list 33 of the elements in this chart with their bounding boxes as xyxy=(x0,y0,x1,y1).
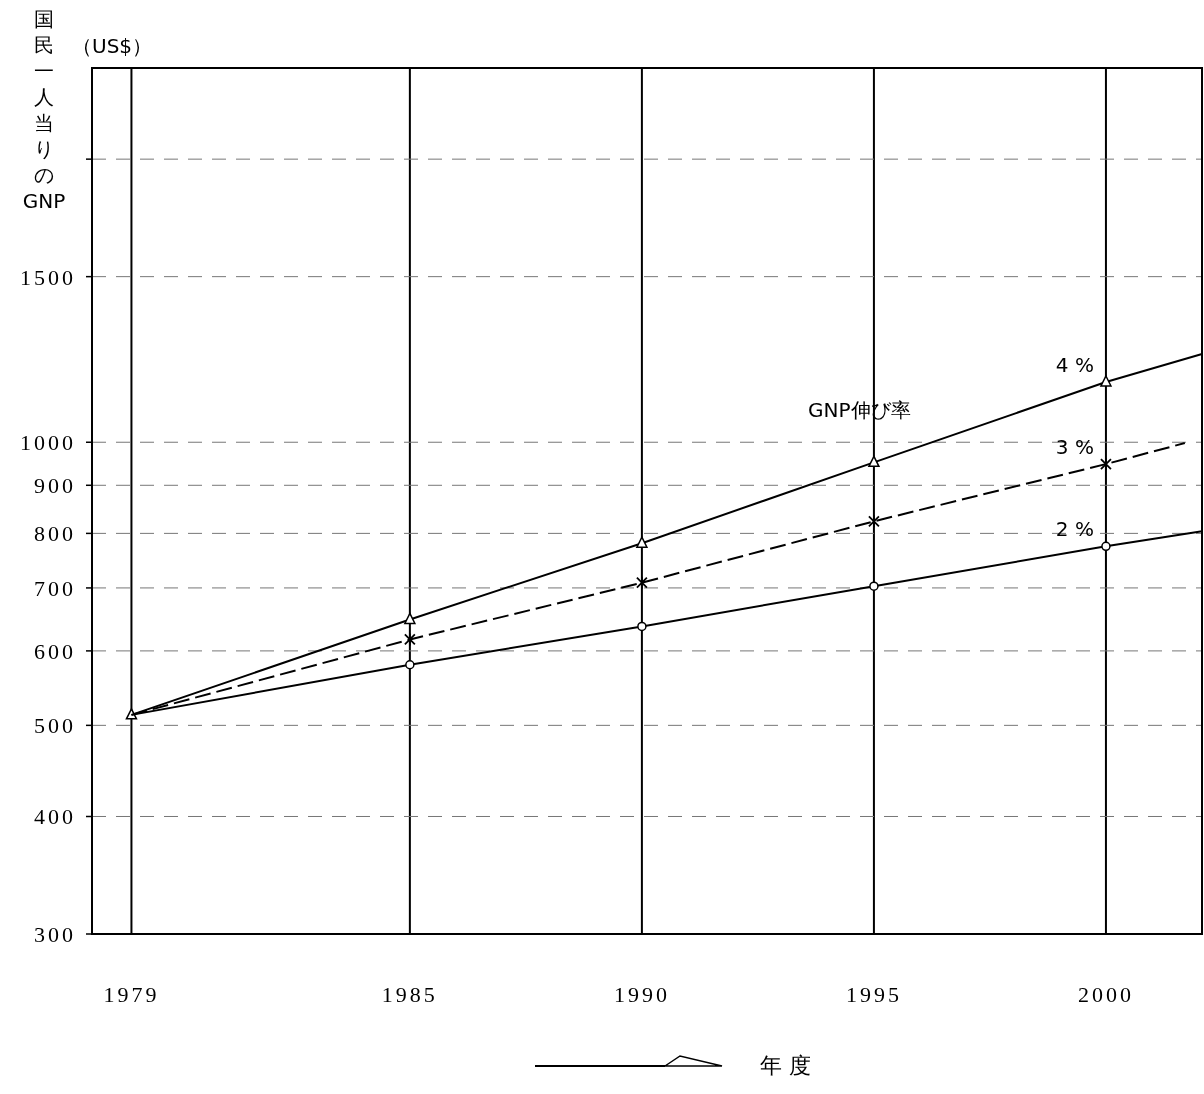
y-tick-label: 900 xyxy=(34,473,76,499)
point xyxy=(403,632,416,647)
y-tick-label: 1000 xyxy=(20,430,76,456)
y-tick-label: 700 xyxy=(34,575,76,601)
x-tick-label: 1985 xyxy=(381,982,438,1007)
point xyxy=(869,581,879,591)
y-axis-title: 国民一人当りのGNP xyxy=(22,7,66,213)
series-label: 4 % xyxy=(1055,352,1094,377)
y-tick-label: 500 xyxy=(34,713,76,739)
point xyxy=(404,612,416,625)
point xyxy=(1101,541,1111,552)
x-tick-label: 2000 xyxy=(1077,982,1134,1007)
point xyxy=(1100,457,1112,471)
text: （US$） xyxy=(72,34,153,58)
y-tick-label: 400 xyxy=(34,804,76,830)
point xyxy=(637,621,647,632)
series-label: 2 % xyxy=(1055,517,1094,542)
x-tick-label: 1990 xyxy=(613,982,670,1007)
y-tick-label: 600 xyxy=(34,638,76,664)
x-axis-title: 年 度 xyxy=(760,1053,811,1078)
x-tick-label: 1995 xyxy=(845,982,902,1007)
y-tick-label: 1500 xyxy=(20,264,76,290)
point xyxy=(636,536,648,548)
series-label: 3 % xyxy=(1055,435,1094,460)
y-tick-label: 300 xyxy=(34,922,76,947)
point xyxy=(636,575,648,590)
point xyxy=(868,514,880,529)
point xyxy=(405,659,415,670)
y-tick-label: 800 xyxy=(34,521,76,547)
point xyxy=(1100,375,1112,387)
x-tick-label: 1979 xyxy=(103,982,160,1007)
point xyxy=(868,455,880,468)
point xyxy=(125,708,138,720)
